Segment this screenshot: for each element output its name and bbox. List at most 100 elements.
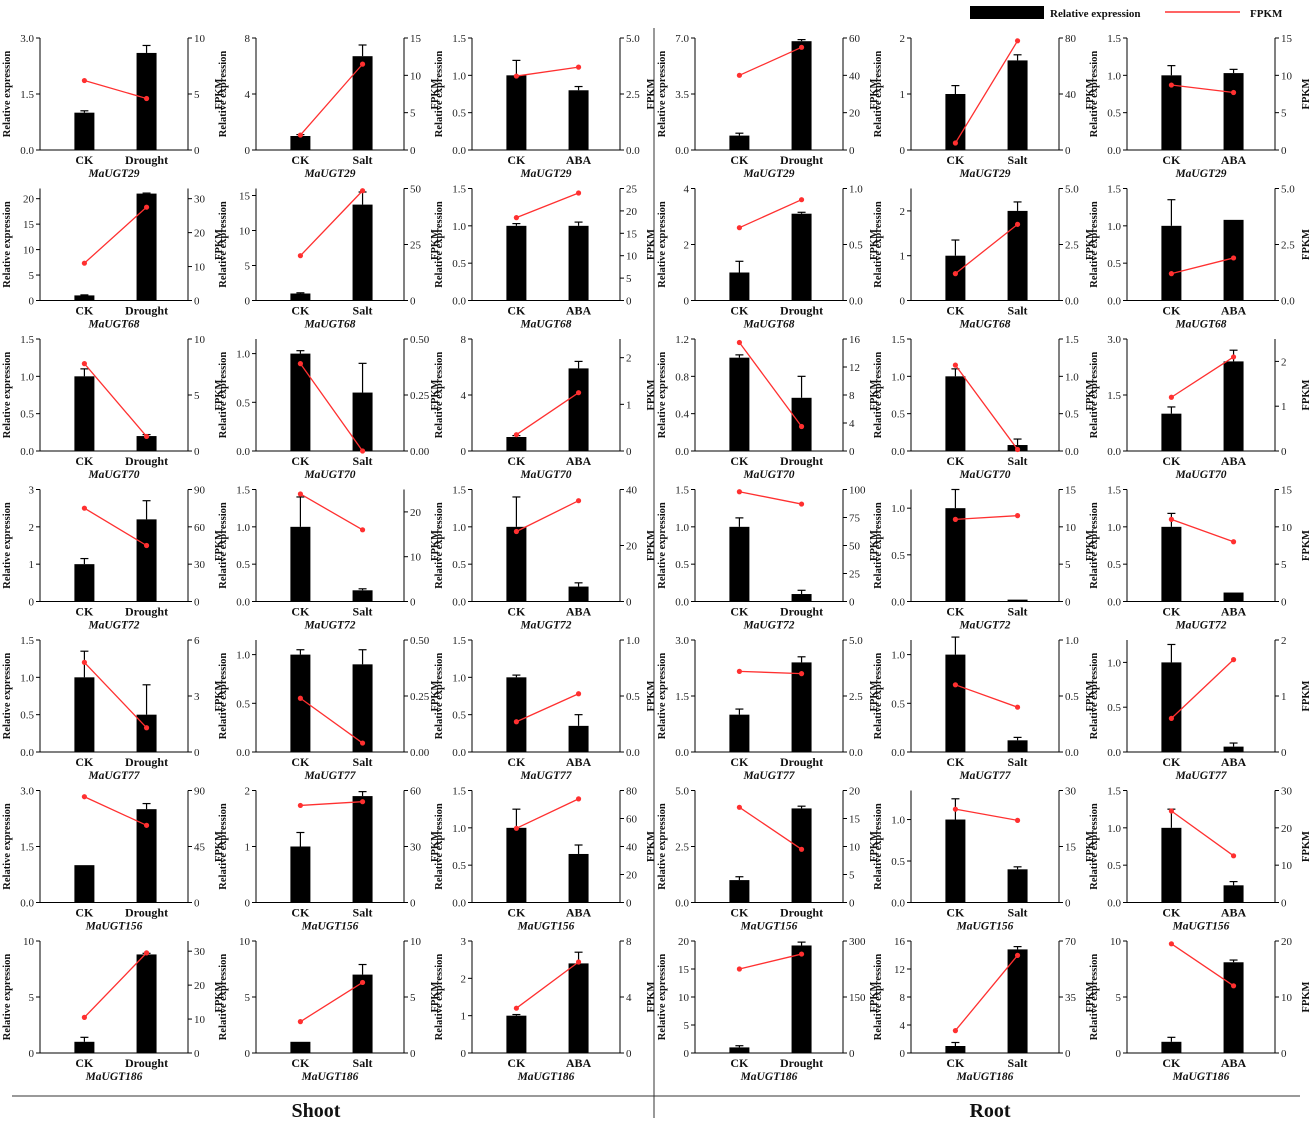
chart-panel: 0 1 2 0 40 80 Relative expression FPKM CK SaltMaU… bbox=[873, 33, 1096, 180]
category-label: CK bbox=[75, 605, 94, 619]
chart-panel: 0.0 0.5 1.0 1.5 0.0 0.5 1.0 1.5 Relative express… bbox=[873, 334, 1096, 481]
chart-panel: 0.0 2.5 5.0 0 5 10 15 20 Relative expression FPKM… bbox=[657, 786, 880, 933]
fpkm-line bbox=[1171, 810, 1234, 857]
category-label: Salt bbox=[1008, 304, 1028, 318]
y-tick-label: 0 bbox=[29, 1048, 35, 1060]
y2-tick-label: 30 bbox=[1281, 786, 1293, 798]
y2-axis-title: FPKM bbox=[869, 78, 880, 109]
y-axis-title: Relative expression bbox=[2, 803, 13, 890]
category-label: Salt bbox=[353, 153, 373, 167]
bar bbox=[1007, 60, 1028, 150]
y-tick-label: 1.0 bbox=[452, 672, 466, 684]
bar bbox=[74, 1041, 95, 1053]
y-tick-label: 0.0 bbox=[1107, 597, 1121, 609]
y2-tick-label: 0.0 bbox=[849, 747, 863, 759]
fpkm-point bbox=[798, 846, 805, 852]
y2-axis-title: FPKM bbox=[646, 78, 657, 109]
y2-tick-label: 0.00 bbox=[410, 446, 430, 458]
fpkm-point bbox=[81, 505, 87, 511]
y-axis-title: Relative expression bbox=[657, 352, 668, 439]
y2-tick-label: 0 bbox=[410, 1048, 416, 1060]
fpkm-point bbox=[952, 362, 959, 368]
y-tick-label: 3 bbox=[461, 936, 467, 948]
y2-tick-label: 2.5 bbox=[1065, 240, 1079, 252]
y-tick-label: 0 bbox=[1116, 1048, 1122, 1060]
y-tick-label: 0.5 bbox=[452, 860, 466, 872]
y-tick-label: 1.0 bbox=[1107, 522, 1121, 534]
y2-tick-label: 75 bbox=[849, 513, 861, 525]
chart-panel: 0.0 0.4 0.8 1.2 0 4 8 12 16 Relative expression FP… bbox=[657, 334, 880, 481]
y-tick-label: 0.5 bbox=[236, 397, 250, 409]
y2-tick-label: 60 bbox=[626, 814, 638, 826]
category-label: CK bbox=[946, 605, 965, 619]
fpkm-point bbox=[81, 659, 87, 666]
y-tick-label: 5 bbox=[1116, 992, 1122, 1004]
y-axis-title: Relative expression bbox=[873, 51, 884, 138]
y-axis-title: Relative expression bbox=[1089, 352, 1100, 439]
y2-tick-label: 300 bbox=[849, 936, 866, 948]
y2-tick-label: 20 bbox=[410, 507, 422, 519]
category-label: Salt bbox=[353, 1056, 373, 1070]
fpkm-point bbox=[143, 433, 150, 440]
y-tick-label: 0.5 bbox=[891, 409, 905, 421]
gene-label: MaUGT77 bbox=[303, 770, 356, 782]
y2-axis-title: FPKM bbox=[1085, 831, 1096, 862]
y2-tick-label: 20 bbox=[849, 786, 861, 798]
y2-tick-label: 4 bbox=[626, 992, 632, 1004]
y-tick-label: 0.0 bbox=[452, 145, 466, 157]
y2-tick-label: 0 bbox=[194, 747, 200, 759]
category-label: CK bbox=[507, 605, 526, 619]
y-tick-label: 4 bbox=[461, 390, 467, 402]
y-tick-label: 0 bbox=[245, 1048, 251, 1060]
y2-axis-title: FPKM bbox=[1085, 530, 1096, 561]
chart-panel: 0 4 8 0 1 2 Relative expression FPKM CK ABAMaUGT7… bbox=[434, 334, 657, 481]
bar bbox=[290, 136, 311, 150]
category-label: Drought bbox=[125, 304, 168, 318]
bar bbox=[136, 436, 157, 451]
bar bbox=[136, 954, 157, 1053]
fpkm-line bbox=[738, 342, 803, 427]
y-tick-label: 15 bbox=[239, 191, 251, 203]
category-label: CK bbox=[1162, 755, 1181, 769]
fpkm-point bbox=[359, 188, 366, 194]
y-tick-label: 20 bbox=[23, 194, 35, 206]
category-label: CK bbox=[75, 755, 94, 769]
fpkm-point bbox=[81, 1014, 87, 1020]
category-label: ABA bbox=[566, 906, 592, 920]
gene-label: MaUGT68 bbox=[1174, 319, 1226, 331]
chart-panel: 0.0 0.5 1.0 1.5 0.0 0.5 1.0 Relative expression… bbox=[434, 635, 657, 782]
chart-panel: 0.0 0.5 1.0 0.00 0.25 0.50 Relative expression… bbox=[218, 635, 441, 782]
bar bbox=[136, 519, 157, 602]
y2-tick-label: 10 bbox=[1065, 522, 1077, 534]
category-label: Drought bbox=[125, 1056, 168, 1070]
y2-tick-label: 0 bbox=[1065, 145, 1071, 157]
fpkm-point bbox=[513, 215, 520, 221]
y2-tick-label: 0 bbox=[849, 597, 855, 609]
fpkm-point bbox=[359, 740, 366, 746]
y2-tick-label: 5 bbox=[1065, 559, 1071, 571]
bar bbox=[1161, 413, 1182, 451]
bar bbox=[1161, 827, 1182, 903]
y-tick-label: 0 bbox=[245, 898, 251, 910]
y2-tick-label: 0 bbox=[410, 145, 416, 157]
y2-axis-title: FPKM bbox=[1301, 680, 1310, 711]
y2-tick-label: 5.0 bbox=[849, 635, 863, 647]
y-tick-label: 0.0 bbox=[452, 747, 466, 759]
fpkm-line bbox=[955, 684, 1018, 708]
category-label: CK bbox=[730, 153, 749, 167]
fpkm-line bbox=[83, 661, 148, 729]
category-label: Salt bbox=[1008, 906, 1028, 920]
y-axis-title: Relative expression bbox=[434, 803, 445, 890]
fpkm-line bbox=[1170, 659, 1235, 719]
category-label: ABA bbox=[566, 755, 592, 769]
y2-tick-label: 0 bbox=[1281, 747, 1287, 759]
bar bbox=[1161, 662, 1182, 752]
y2-tick-label: 8 bbox=[849, 390, 855, 402]
y-tick-label: 1.0 bbox=[1107, 221, 1121, 233]
chart-panel: 0 4 8 12 16 0 35 70 Relative expression FPKM CK Sal… bbox=[873, 936, 1096, 1083]
fpkm-line bbox=[84, 79, 147, 100]
gene-label: MaUGT29 bbox=[742, 168, 794, 180]
y2-axis-title: FPKM bbox=[430, 680, 441, 711]
y2-tick-label: 90 bbox=[194, 786, 206, 798]
gene-label: MaUGT77 bbox=[742, 770, 795, 782]
